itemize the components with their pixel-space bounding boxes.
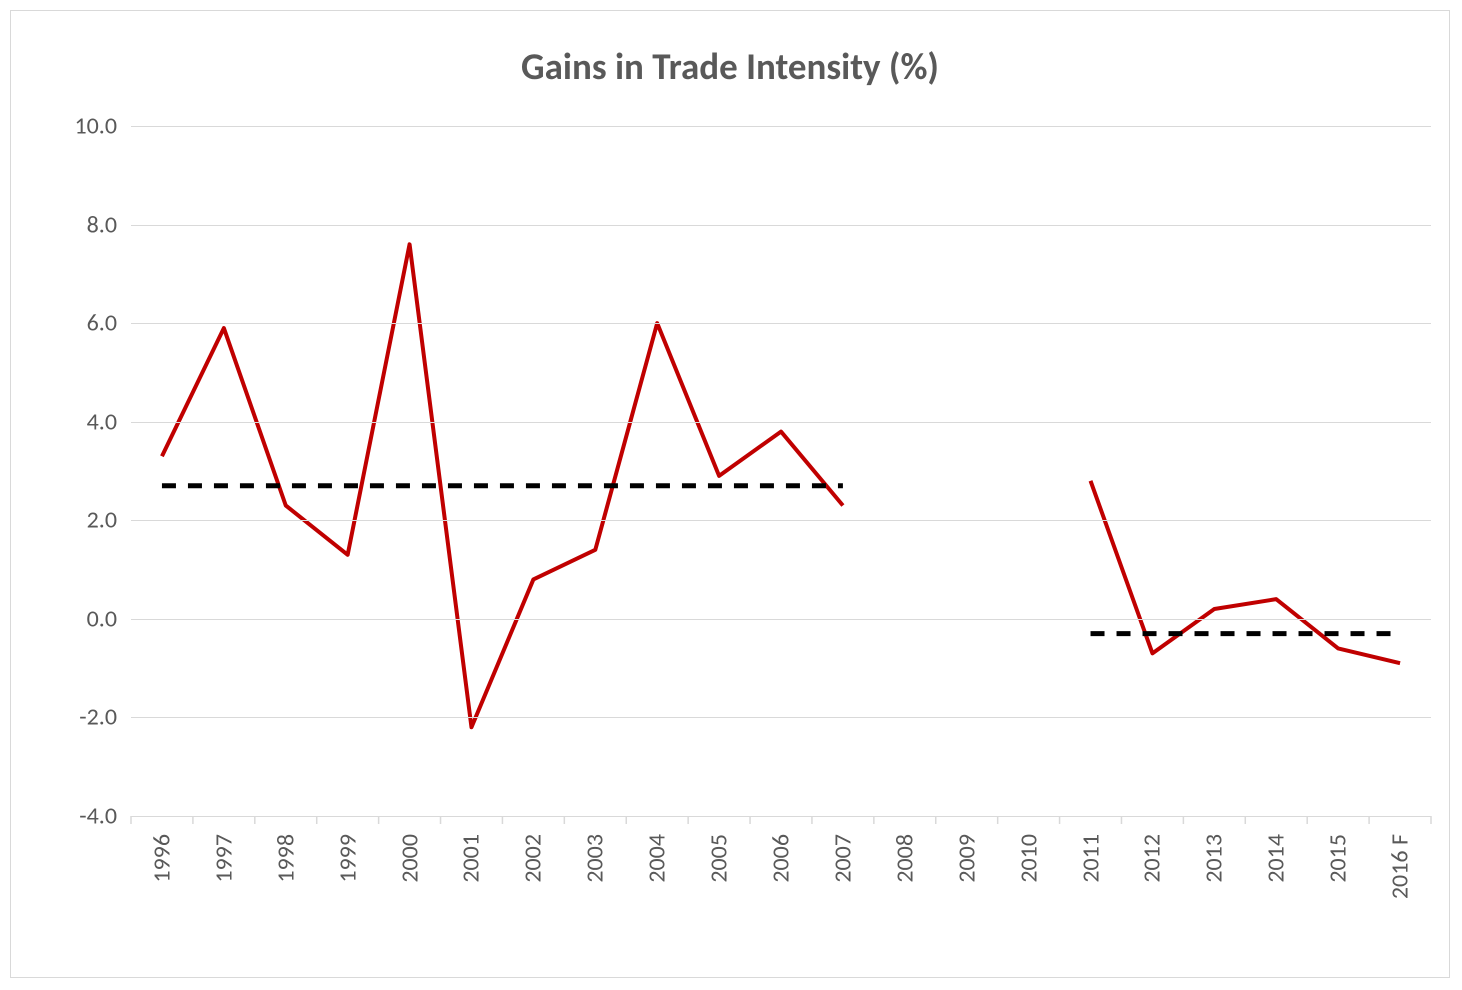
plot-area: -4.0-2.00.02.04.06.08.010.01996199719981… — [131, 126, 1431, 816]
x-tick-label: 2002 — [519, 834, 548, 883]
x-tick-label: 2000 — [395, 834, 424, 883]
x-tick-label: 2016 F — [1386, 834, 1415, 899]
y-tick-label: 10.0 — [47, 112, 117, 141]
y-tick-label: -4.0 — [47, 802, 117, 831]
x-tick-label: 1996 — [147, 834, 176, 883]
x-tick-label: 2009 — [952, 834, 981, 883]
gridline — [131, 126, 1431, 127]
gridline — [131, 225, 1431, 226]
x-tick-label: 2001 — [457, 834, 486, 883]
x-tick-label: 2008 — [890, 834, 919, 883]
gridline — [131, 619, 1431, 620]
x-tick-label: 2015 — [1324, 834, 1353, 883]
y-tick-label: 6.0 — [47, 309, 117, 338]
y-tick-label: -2.0 — [47, 703, 117, 732]
x-tick-label: 2012 — [1138, 834, 1167, 883]
gridline — [131, 717, 1431, 718]
y-tick-label: 8.0 — [47, 210, 117, 239]
x-tick-label: 2011 — [1076, 834, 1105, 883]
x-tick-label: 2003 — [581, 834, 610, 883]
x-tick-label: 2014 — [1262, 834, 1291, 883]
x-tick-label: 2006 — [767, 834, 796, 883]
chart-lines — [131, 126, 1431, 816]
x-tick-label: 2010 — [1014, 834, 1043, 883]
chart-title: Gains in Trade Intensity (%) — [11, 11, 1449, 89]
y-tick-label: 2.0 — [47, 506, 117, 535]
chart-frame: Gains in Trade Intensity (%) -4.0-2.00.0… — [10, 10, 1450, 978]
x-tick-label: 1999 — [333, 834, 362, 883]
gridline — [131, 520, 1431, 521]
x-tick-label: 2004 — [643, 834, 672, 883]
gridline — [131, 422, 1431, 423]
x-tick-label: 2013 — [1200, 834, 1229, 883]
x-tick-label: 1998 — [271, 834, 300, 883]
y-tick-label: 0.0 — [47, 604, 117, 633]
x-tick-label: 2005 — [705, 834, 734, 883]
x-tick-label: 1997 — [209, 834, 238, 883]
gridline — [131, 816, 1431, 817]
x-tick-label: 2007 — [828, 834, 857, 883]
gridline — [131, 323, 1431, 324]
y-tick-label: 4.0 — [47, 407, 117, 436]
